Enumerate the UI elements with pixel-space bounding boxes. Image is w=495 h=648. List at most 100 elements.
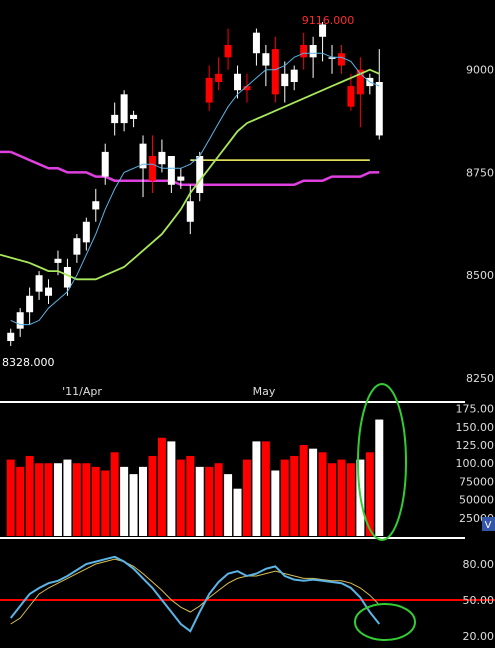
candle-body [54,258,62,263]
candle-body [186,201,194,222]
candle [215,57,223,91]
candle-body [375,82,383,136]
candle [101,143,109,185]
volume-bar [328,463,337,536]
volume-bar [129,474,138,536]
x-axis-label: May [253,385,276,398]
candle-body [167,156,175,185]
candle [281,61,289,103]
candle [63,258,71,296]
volume-bar [35,463,44,536]
volume-bar [280,459,289,536]
candle-body [215,73,223,82]
x-axis-label: '11/Apr [62,385,102,398]
candle [177,168,185,189]
candle [196,151,204,202]
volume-bar [375,419,384,536]
oscillator-slow-line [10,558,380,625]
candle-body [196,156,204,193]
candle-body [63,267,71,288]
candle [35,271,43,300]
candle-body [224,45,232,58]
high-price-label: 9116.000 [302,14,355,27]
volume-bar [318,452,327,536]
candle-body [337,53,345,66]
candle-body [158,151,166,165]
volume-bar [365,452,374,536]
volume-highlight-ellipse [357,383,407,541]
volume-bar [101,470,110,536]
candle [328,45,336,74]
candle-body [347,86,355,107]
candle [262,45,270,87]
volume-bar [16,466,25,536]
volume-bar [6,459,15,536]
candle-body [92,201,100,210]
volume-bar [214,463,223,536]
candle [26,287,34,325]
volume-bar [346,463,355,536]
candle [82,217,90,251]
oscillator-axis-tick: 80.00 [463,558,495,571]
volume-bar [186,455,195,536]
candle [205,65,213,111]
candle-body [328,57,336,59]
volume-bar [242,459,251,536]
candle [337,45,345,74]
volume-bar [120,466,129,536]
price-axis-tick: 9000 [466,64,494,77]
ma-mid-line [29,68,380,281]
volume-axis-tick: 175.00 [456,403,495,416]
candle-body [139,143,147,169]
candle [319,21,327,62]
candle [375,49,383,140]
candle [347,73,355,111]
candle-body [356,69,364,95]
candle [243,73,251,103]
oscillator-fast-line [9,555,381,633]
candle-body [309,45,317,58]
volume-unit-label: V [485,520,492,531]
volume-bar [309,448,318,536]
volume-bar [299,445,308,536]
candle [356,57,364,128]
volume-bar [233,488,242,536]
candle-body [177,176,185,181]
candle-body [101,151,109,177]
volume-bar [53,463,62,536]
volume-bar [290,455,299,536]
candle [167,156,175,193]
volume-bar [224,474,233,536]
candle [120,90,128,132]
volume-bar [63,459,72,536]
candle-body [26,295,34,313]
volume-bar [337,459,346,536]
candle [224,28,232,70]
volume-bar [261,441,270,536]
volume-bar [139,466,148,536]
volume-bar [195,466,204,536]
candle [252,28,260,66]
candle [45,279,53,304]
price-axis-tick: 8250 [466,372,494,385]
volume-bar [252,441,261,536]
price-axis-tick: 8500 [466,269,494,282]
candle [139,135,147,198]
candle-body [252,32,260,54]
candle-body [300,45,308,58]
low-price-label: 8328.000 [2,356,55,369]
candle-body [35,275,43,292]
candle [309,36,317,78]
volume-bar [157,437,166,536]
candle [234,65,242,99]
volume-bar [91,466,100,536]
volume-bar [205,466,214,536]
candle-body [271,49,279,95]
candle [300,32,308,70]
candle [111,102,119,136]
candle-body [148,156,156,181]
candle-body [130,114,138,119]
candle-body [319,24,327,37]
